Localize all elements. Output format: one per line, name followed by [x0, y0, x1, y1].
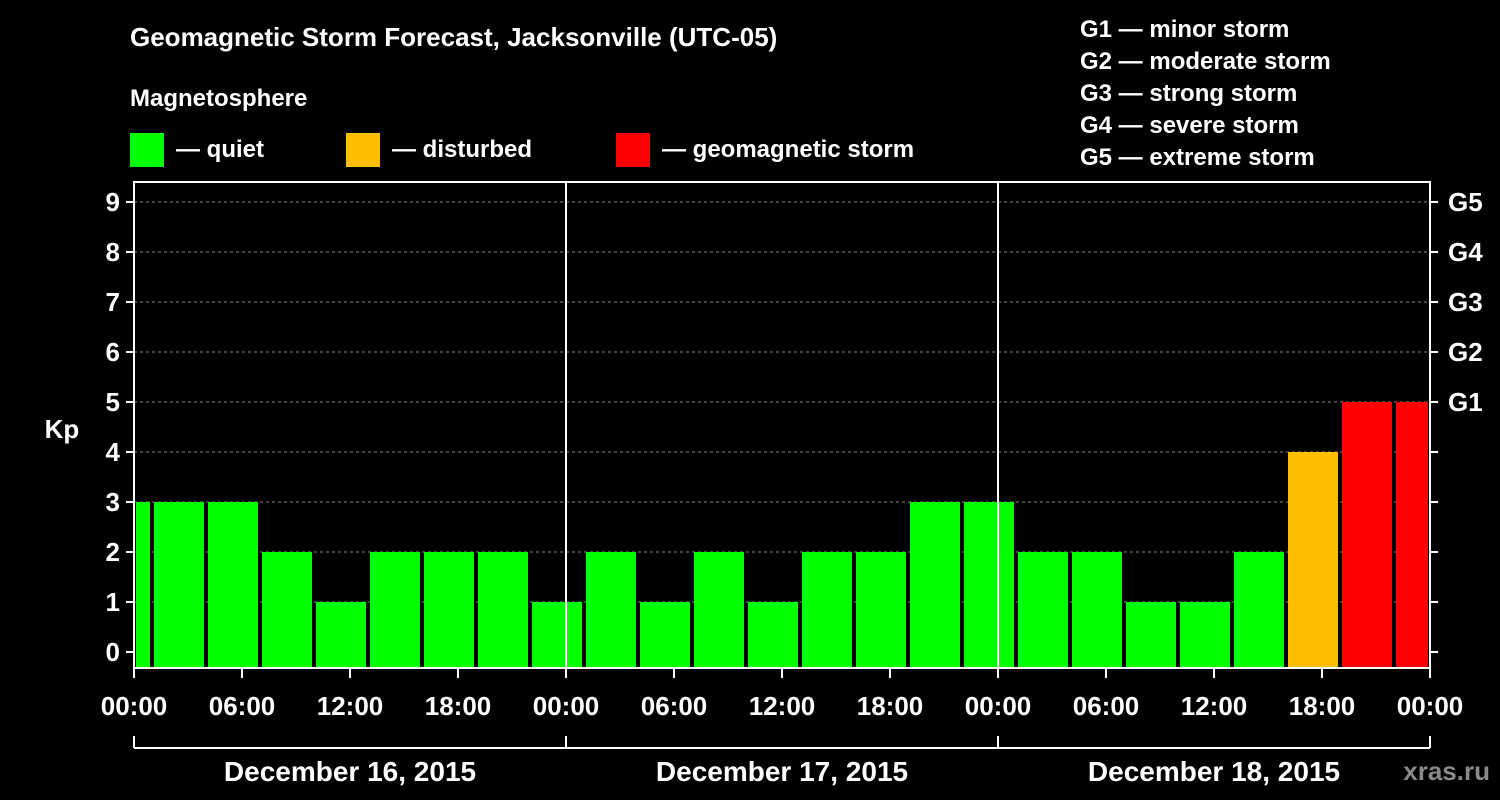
kp-bar	[316, 602, 366, 668]
kp-bar	[262, 552, 312, 668]
x-tick-label: 12:00	[749, 691, 816, 721]
y-tick-label: 8	[106, 237, 120, 267]
kp-bar	[154, 502, 204, 668]
y-tick-label: 2	[106, 537, 120, 567]
storm-scale-g5: G5 — extreme storm	[1080, 144, 1315, 171]
x-tick-label: 00:00	[533, 691, 600, 721]
kp-bar	[1072, 552, 1122, 668]
storm-level-label: G3	[1448, 287, 1483, 317]
y-tick-label: 4	[106, 437, 121, 467]
magnetosphere-legend-title: Magnetosphere	[130, 85, 308, 112]
y-axis-label: Kp	[45, 414, 80, 444]
kp-bar	[1342, 402, 1392, 668]
x-tick-label: 06:00	[1073, 691, 1140, 721]
date-label: December 18, 2015	[1088, 756, 1340, 787]
storm-scale-g2: G2 — moderate storm	[1080, 48, 1331, 75]
x-tick-label: 18:00	[425, 691, 492, 721]
disturbed-swatch	[346, 133, 380, 167]
x-tick-label: 18:00	[857, 691, 924, 721]
kp-bar	[802, 552, 852, 668]
kp-bar	[694, 552, 744, 668]
legend-item-disturbed: — disturbed	[346, 133, 532, 167]
kp-bar	[532, 602, 582, 668]
x-tick-label: 00:00	[101, 691, 168, 721]
storm-level-label: G1	[1448, 387, 1483, 417]
kp-bar	[640, 602, 690, 668]
x-tick-label: 18:00	[1289, 691, 1356, 721]
kp-bar	[1288, 452, 1338, 668]
y-tick-label: 5	[106, 387, 120, 417]
legend-item-quiet: — quiet	[130, 133, 264, 167]
y-tick-label: 6	[106, 337, 120, 367]
watermark: xras.ru	[1403, 756, 1490, 786]
storm-level-label: G2	[1448, 337, 1483, 367]
y-tick-label: 3	[106, 487, 120, 517]
storm-scale-g3: G3 — strong storm	[1080, 80, 1298, 107]
y-tick-label: 7	[106, 287, 120, 317]
storm-scale-g4: G4 — severe storm	[1080, 112, 1299, 139]
kp-bar	[478, 552, 528, 668]
kp-bar	[910, 502, 960, 668]
y-tick-label: 1	[106, 587, 120, 617]
kp-bar	[370, 552, 420, 668]
kp-bar	[586, 552, 636, 668]
kp-bar	[208, 502, 258, 668]
kp-bar	[748, 602, 798, 668]
storm-scale-legend: G1 — minor storm G2 — moderate storm G3 …	[1080, 14, 1331, 174]
legend-item-storm: — geomagnetic storm	[616, 133, 914, 167]
kp-bar	[424, 552, 474, 668]
kp-bar	[1234, 552, 1284, 668]
y-tick-label: 9	[106, 187, 120, 217]
kp-bar	[964, 502, 1014, 668]
kp-bar	[1396, 402, 1428, 668]
legend-label-disturbed: — disturbed	[392, 136, 533, 163]
x-tick-label: 06:00	[209, 691, 276, 721]
kp-bar	[1126, 602, 1176, 668]
storm-swatch	[616, 133, 650, 167]
x-tick-label: 12:00	[317, 691, 384, 721]
storm-level-label: G4	[1448, 237, 1483, 267]
date-label: December 17, 2015	[656, 756, 908, 787]
x-tick-label: 00:00	[965, 691, 1032, 721]
kp-bar	[1180, 602, 1230, 668]
legend-label-quiet: — quiet	[176, 136, 264, 163]
kp-bar	[1018, 552, 1068, 668]
quiet-swatch	[130, 133, 164, 167]
legend-label-storm: — geomagnetic storm	[662, 136, 915, 163]
kp-bar	[136, 502, 150, 668]
kp-bar	[856, 552, 906, 668]
x-tick-label: 00:00	[1397, 691, 1464, 721]
x-tick-label: 12:00	[1181, 691, 1248, 721]
chart-title: Geomagnetic Storm Forecast, Jacksonville…	[130, 22, 778, 52]
y-tick-label: 0	[106, 637, 120, 667]
storm-scale-g1: G1 — minor storm	[1080, 16, 1290, 43]
x-tick-label: 06:00	[641, 691, 708, 721]
date-label: December 16, 2015	[224, 756, 476, 787]
storm-level-label: G5	[1448, 187, 1483, 217]
